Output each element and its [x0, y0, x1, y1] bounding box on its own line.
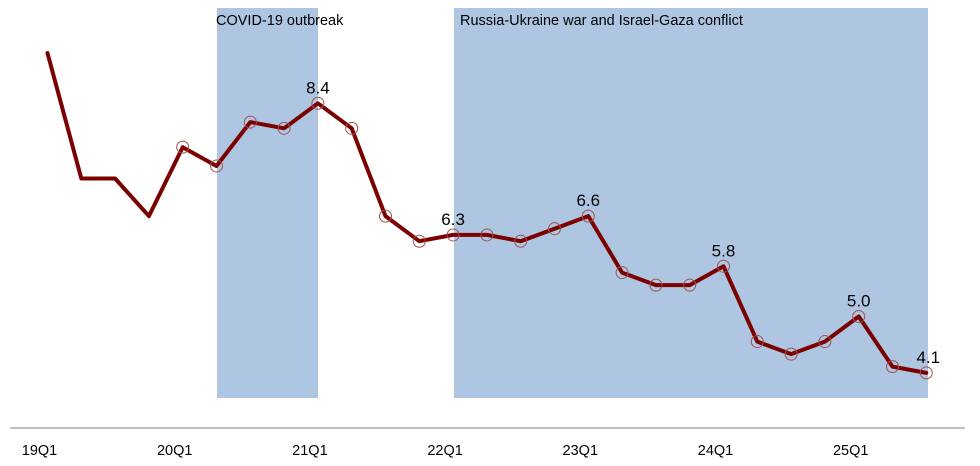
data-label: 8.4 [306, 78, 330, 97]
data-point [615, 266, 629, 280]
data-point [750, 335, 764, 349]
data-point [548, 222, 561, 236]
data-point [446, 228, 460, 242]
data-labels: 8.4 6.3 6.6 5.8 5.0 4.1 [306, 78, 940, 367]
data-point [683, 278, 697, 292]
data-point [277, 121, 291, 135]
x-tick-label: 24Q1 [698, 443, 733, 459]
data-point [717, 259, 730, 273]
x-tick-label: 19Q1 [22, 443, 57, 459]
data-point [412, 234, 426, 248]
data-point [345, 121, 359, 135]
shaded-region [217, 8, 318, 398]
x-axis-tick-labels: 19Q1 20Q1 21Q1 22Q1 23Q1 24Q1 25Q1 [22, 443, 869, 459]
data-point [649, 278, 663, 292]
data-point [784, 347, 798, 361]
data-point [886, 360, 899, 374]
data-point [379, 209, 392, 223]
shaded-region-label: COVID-19 outbreak [216, 13, 344, 29]
data-label: 5.8 [712, 241, 736, 260]
data-label: 4.1 [916, 348, 940, 367]
data-point [852, 309, 866, 323]
data-point [243, 115, 257, 129]
x-tick-label: 21Q1 [292, 443, 327, 459]
shaded-region [454, 8, 928, 398]
data-point [176, 140, 190, 154]
data-point [818, 335, 832, 349]
x-tick-label: 25Q1 [833, 443, 868, 459]
data-point [210, 159, 223, 173]
x-tick-label: 20Q1 [157, 443, 192, 459]
series-markers [176, 96, 933, 380]
x-tick-label: 23Q1 [563, 443, 598, 459]
shaded-regions: COVID-19 outbreak Russia-Ukraine war and … [216, 8, 928, 398]
shaded-region-label: Russia-Ukraine war and Israel-Gaza confl… [460, 13, 743, 29]
series-line [45, 51, 929, 375]
data-point [919, 366, 933, 380]
data-label: 6.3 [441, 210, 465, 229]
x-tick-label: 22Q1 [427, 443, 462, 459]
data-label: 5.0 [847, 291, 871, 310]
data-label: 6.6 [576, 191, 600, 210]
data-point [514, 234, 528, 248]
data-point [581, 209, 595, 223]
data-point [480, 228, 494, 242]
data-point [311, 96, 325, 110]
